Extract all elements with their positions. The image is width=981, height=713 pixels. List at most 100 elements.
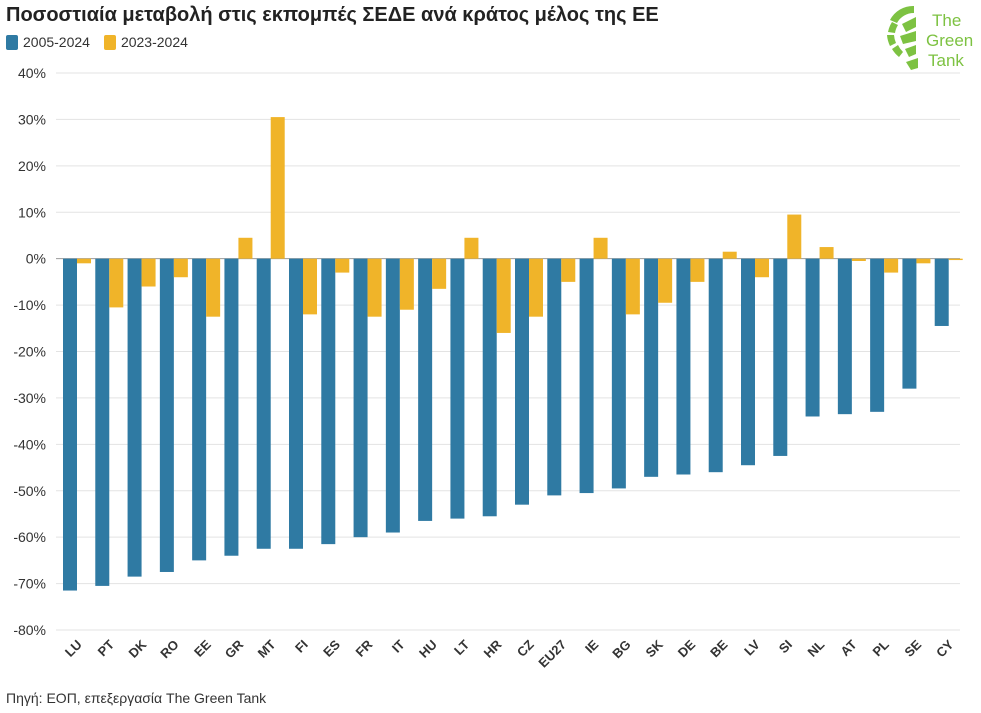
x-tick-label: HU: [416, 637, 440, 661]
logo-text-line1: The: [932, 11, 961, 30]
bar-HU-series-1: [418, 258, 433, 521]
green-tank-logo-icon: The Green Tank: [887, 5, 973, 70]
bar-FR-series-1: [353, 258, 368, 538]
bar-EU27-series-2: [561, 258, 576, 282]
bar-SI-series-2: [787, 214, 802, 259]
x-tick-label: PT: [95, 637, 117, 659]
y-tick-label: -50%: [13, 483, 46, 499]
x-tick-label: DE: [675, 637, 699, 661]
bar-SE-series-1: [902, 258, 917, 389]
bar-GR-series-1: [224, 258, 239, 556]
y-tick-label: -20%: [13, 344, 46, 360]
x-tick-label: BG: [609, 637, 633, 661]
bar-DK-series-1: [127, 258, 142, 577]
x-tick-label: SK: [643, 636, 667, 660]
x-tick-label: IE: [582, 637, 602, 657]
x-tick-label: FR: [352, 636, 375, 659]
x-tick-label: LV: [741, 637, 763, 659]
legend: 2005-2024 2023-2024: [6, 34, 202, 50]
y-tick-label: 10%: [18, 204, 46, 220]
x-tick-label: NL: [804, 637, 827, 660]
x-tick-label: EE: [191, 637, 214, 660]
green-tank-logo: The Green Tank: [884, 2, 976, 72]
bar-LV-series-2: [755, 258, 769, 278]
x-tick-label: HR: [481, 636, 505, 660]
bar-EU27-series-1: [547, 258, 562, 496]
y-tick-label: -70%: [13, 576, 46, 592]
bar-AT-series-1: [837, 258, 852, 415]
legend-item-series-1: 2005-2024: [6, 34, 90, 50]
bar-CY-series-1: [934, 258, 949, 326]
bar-AT-series-2: [851, 258, 866, 261]
x-tick-label: GR: [222, 636, 247, 661]
x-tick-label: EU27: [535, 637, 569, 671]
bar-PT-series-2: [109, 258, 124, 308]
bar-LU-series-1: [63, 258, 77, 591]
bar-LT-series-2: [464, 237, 479, 259]
y-tick-label: 0%: [26, 251, 46, 267]
bar-PL-series-1: [870, 258, 885, 412]
bar-EE-series-1: [192, 258, 207, 561]
bar-GR-series-2: [238, 237, 253, 259]
y-tick-label: -40%: [13, 436, 46, 452]
bar-SK-series-1: [644, 258, 659, 477]
y-tick-label: -60%: [13, 529, 46, 545]
x-tick-label: DK: [125, 636, 149, 660]
bar-ES-series-2: [335, 258, 350, 273]
bar-BG-series-2: [625, 258, 640, 315]
x-tick-label: FI: [292, 637, 311, 656]
bar-PL-series-2: [884, 258, 899, 273]
x-tick-label: IT: [389, 637, 408, 656]
bar-FR-series-2: [367, 258, 382, 317]
bar-IT-series-2: [399, 258, 414, 310]
chart-title: Ποσοστιαία μεταβολή στις εκπομπές ΣΕΔΕ α…: [6, 4, 659, 26]
bar-HR-series-1: [482, 258, 497, 517]
x-tick-label: PL: [870, 637, 892, 659]
bar-CZ-series-1: [515, 258, 529, 505]
bar-HU-series-2: [432, 258, 447, 289]
x-tick-label: RO: [157, 637, 181, 661]
bar-RO-series-1: [159, 258, 174, 572]
bar-BE-series-1: [708, 258, 723, 473]
bar-LT-series-1: [450, 258, 465, 519]
bar-DE-series-1: [676, 258, 691, 475]
bar-NL-series-2: [819, 247, 834, 259]
bar-SI-series-1: [773, 258, 788, 456]
bar-DE-series-2: [690, 258, 705, 282]
bar-ES-series-1: [321, 258, 336, 545]
bar-SE-series-2: [916, 258, 931, 264]
bar-IT-series-1: [385, 258, 400, 533]
y-tick-label: -30%: [13, 390, 46, 406]
legend-swatch-series-1: [6, 34, 18, 50]
legend-swatch-series-2: [103, 34, 116, 50]
logo-text-line3: Tank: [928, 51, 964, 70]
bar-MT-series-1: [256, 258, 271, 549]
y-tick-label: -10%: [13, 297, 46, 313]
x-tick-label: CZ: [514, 637, 537, 660]
y-tick-label: -80%: [13, 622, 46, 638]
bar-BE-series-2: [722, 251, 737, 259]
bar-IE-series-1: [579, 258, 594, 494]
bar-IE-series-2: [593, 237, 608, 259]
legend-item-series-2: 2023-2024: [103, 34, 188, 50]
y-tick-label: 40%: [18, 65, 46, 81]
x-tick-label: SI: [776, 637, 795, 656]
bar-HR-series-2: [496, 258, 511, 333]
x-tick-label: LT: [451, 637, 472, 658]
bar-CY-series-2: [948, 258, 963, 261]
y-tick-label: 30%: [18, 111, 46, 127]
x-tick-label: ES: [320, 637, 343, 660]
y-tick-label: 20%: [18, 158, 46, 174]
bar-PT-series-1: [95, 258, 110, 586]
x-tick-label: LU: [62, 637, 85, 660]
bar-SK-series-2: [658, 258, 673, 303]
bar-LU-series-2: [77, 258, 91, 264]
source-note: Πηγή: ΕΟΠ, επεξεργασία The Green Tank: [6, 690, 267, 706]
bar-FI-series-1: [289, 258, 303, 549]
bar-CZ-series-2: [529, 258, 543, 317]
bar-NL-series-1: [805, 258, 820, 417]
bar-LV-series-1: [741, 258, 755, 466]
logo-text-line2: Green: [926, 31, 973, 50]
bar-DK-series-2: [141, 258, 156, 287]
